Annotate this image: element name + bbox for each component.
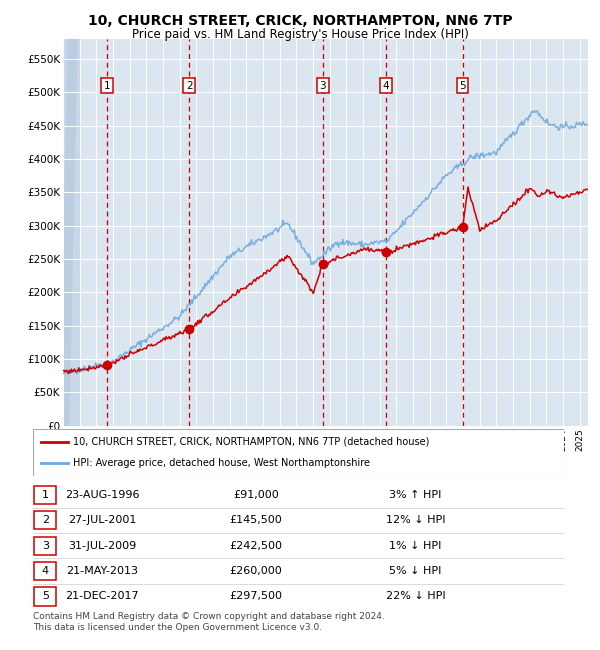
Text: £145,500: £145,500 [230, 515, 283, 525]
Text: 4: 4 [383, 81, 389, 91]
Text: 3: 3 [42, 541, 49, 551]
Bar [63, 39, 80, 426]
FancyBboxPatch shape [34, 486, 56, 504]
Text: 3% ↑ HPI: 3% ↑ HPI [389, 490, 442, 500]
FancyBboxPatch shape [34, 511, 56, 530]
FancyBboxPatch shape [34, 536, 56, 555]
Text: 22% ↓ HPI: 22% ↓ HPI [386, 592, 445, 601]
Text: 31-JUL-2009: 31-JUL-2009 [68, 541, 136, 551]
FancyBboxPatch shape [34, 587, 56, 606]
Text: 3: 3 [319, 81, 326, 91]
Text: HPI: Average price, detached house, West Northamptonshire: HPI: Average price, detached house, West… [73, 458, 370, 468]
Text: 2: 2 [41, 515, 49, 525]
Text: Price paid vs. HM Land Registry's House Price Index (HPI): Price paid vs. HM Land Registry's House … [131, 28, 469, 41]
Text: £242,500: £242,500 [230, 541, 283, 551]
Text: 5% ↓ HPI: 5% ↓ HPI [389, 566, 442, 576]
Text: 5: 5 [42, 592, 49, 601]
FancyBboxPatch shape [33, 429, 564, 476]
Text: 23-AUG-1996: 23-AUG-1996 [65, 490, 139, 500]
Text: 10, CHURCH STREET, CRICK, NORTHAMPTON, NN6 7TP (detached house): 10, CHURCH STREET, CRICK, NORTHAMPTON, N… [73, 437, 429, 447]
Text: 21-DEC-2017: 21-DEC-2017 [65, 592, 139, 601]
Text: 1% ↓ HPI: 1% ↓ HPI [389, 541, 442, 551]
Text: 10, CHURCH STREET, CRICK, NORTHAMPTON, NN6 7TP: 10, CHURCH STREET, CRICK, NORTHAMPTON, N… [88, 14, 512, 29]
Text: £260,000: £260,000 [230, 566, 283, 576]
Text: £91,000: £91,000 [233, 490, 279, 500]
Text: 12% ↓ HPI: 12% ↓ HPI [386, 515, 445, 525]
Text: 4: 4 [41, 566, 49, 576]
FancyBboxPatch shape [34, 562, 56, 580]
Text: 27-JUL-2001: 27-JUL-2001 [68, 515, 136, 525]
Text: 5: 5 [459, 81, 466, 91]
Text: Contains HM Land Registry data © Crown copyright and database right 2024.
This d: Contains HM Land Registry data © Crown c… [33, 612, 385, 632]
Text: 1: 1 [42, 490, 49, 500]
Text: 21-MAY-2013: 21-MAY-2013 [66, 566, 138, 576]
Text: £297,500: £297,500 [230, 592, 283, 601]
Text: 1: 1 [104, 81, 110, 91]
Text: 2: 2 [186, 81, 193, 91]
